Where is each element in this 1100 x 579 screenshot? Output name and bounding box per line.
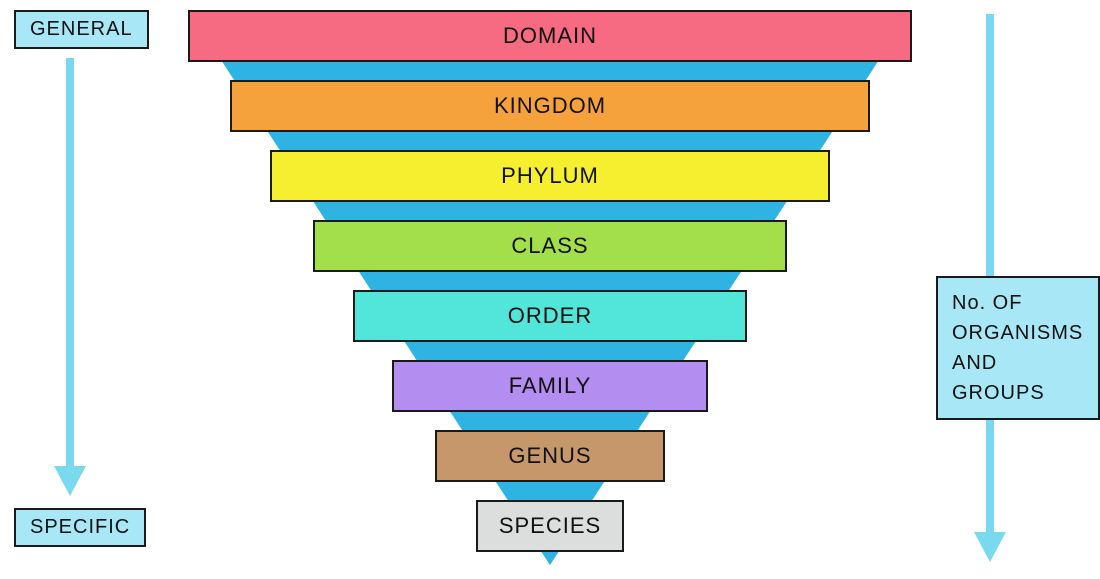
left-arrow-shaft xyxy=(66,58,74,466)
taxonomy-level-genus: GENUS xyxy=(435,430,665,482)
taxonomy-funnel: DOMAIN KINGDOM PHYLUM CLASS ORDER FAMILY GENUS… xyxy=(185,10,915,570)
taxonomy-level-family: FAMILY xyxy=(392,360,708,412)
taxonomy-level-species: SPECIES xyxy=(476,500,624,552)
organisms-label-line-1: No. OF xyxy=(952,288,1084,318)
taxonomy-level-kingdom: KINGDOM xyxy=(230,80,870,132)
general-label: GENERAL xyxy=(14,10,149,49)
organisms-label-line-2: ORGANISMS xyxy=(952,318,1084,348)
organisms-count-label: No. OF ORGANISMS AND GROUPS xyxy=(936,276,1100,420)
right-arrow-shaft xyxy=(986,14,994,532)
organisms-label-line-3: AND GROUPS xyxy=(952,348,1084,408)
left-arrow-head xyxy=(54,466,86,496)
taxonomy-level-class: CLASS xyxy=(313,220,787,272)
taxonomy-level-domain: DOMAIN xyxy=(188,10,912,62)
right-arrow-head xyxy=(974,532,1006,562)
taxonomy-level-phylum: PHYLUM xyxy=(270,150,830,202)
taxonomy-levels: DOMAIN KINGDOM PHYLUM CLASS ORDER FAMILY GENUS… xyxy=(185,10,915,570)
specific-label: SPECIFIC xyxy=(14,508,146,547)
taxonomy-level-order: ORDER xyxy=(353,290,747,342)
